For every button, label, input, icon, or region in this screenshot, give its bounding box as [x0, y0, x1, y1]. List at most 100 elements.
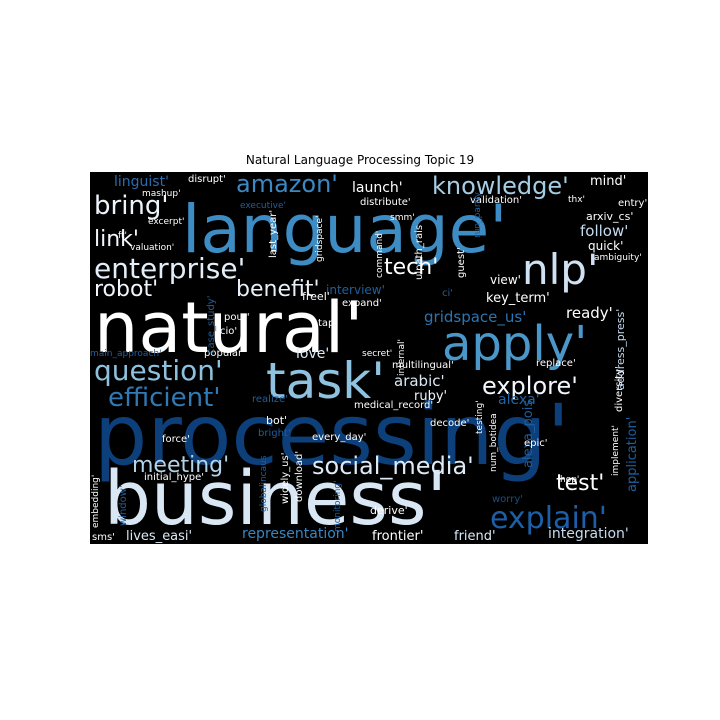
word-cloud-word: ready': [566, 304, 613, 322]
word-cloud-word: bright': [258, 428, 291, 439]
word-cloud-canvas: processing'business' natural' language' app…: [90, 172, 647, 544]
word-cloud-word: distribute': [360, 197, 411, 208]
word-cloud-word: multilingual': [392, 360, 454, 371]
word-cloud-word: thx': [568, 195, 585, 205]
word-cloud-word: derive': [370, 504, 408, 517]
word-cloud-word: valuation': [130, 243, 174, 253]
word-cloud-word: view': [490, 273, 521, 287]
word-cloud-word: follow': [580, 222, 628, 240]
word-cloud-word: decode': [430, 418, 469, 429]
word-cloud-word: gridspace_us': [424, 308, 526, 327]
word-cloud-word: popular': [204, 348, 245, 359]
word-cloud-word: bot': [266, 414, 287, 427]
word-cloud-word: num_botidea: [489, 413, 499, 472]
word-cloud-word: monitoring': [333, 480, 343, 532]
word-cloud-word: uipath_rais: [414, 225, 425, 280]
word-cloud-word: executive': [240, 201, 286, 211]
word-cloud-word: robot': [94, 277, 158, 302]
word-cloud-word: interview': [326, 283, 385, 297]
word-cloud-word: key_term': [486, 291, 550, 306]
word-cloud-word: alexa': [498, 392, 540, 408]
word-cloud-word: disrupt': [188, 174, 226, 185]
word-cloud-word: efficient': [108, 383, 220, 413]
word-cloud-word: every_day': [312, 432, 366, 443]
word-cloud-word: run_partly: [473, 191, 483, 238]
word-cloud-word: expand': [342, 298, 382, 309]
word-cloud-word: launch': [352, 180, 403, 196]
word-cloud-word: tap': [318, 318, 337, 329]
word-cloud-word: gridspace': [315, 215, 325, 262]
word-cloud-word: processing': [94, 386, 570, 484]
word-cloud-word: globalincaus: [259, 455, 269, 512]
word-cloud-word: implement': [611, 425, 621, 476]
word-cloud-word: ambiguity': [594, 253, 642, 263]
word-cloud-word: initial_hype': [144, 472, 204, 483]
word-cloud-word: ruby': [414, 389, 447, 404]
word-cloud-word: mashup': [142, 189, 181, 199]
word-cloud-word: bring': [94, 191, 169, 221]
word-cloud-word: case_study': [206, 296, 217, 354]
word-cloud-word: worry': [492, 494, 523, 505]
word-cloud-word: social_media': [312, 452, 474, 480]
word-cloud-word: force': [162, 434, 190, 445]
word-cloud-word: medical_record': [354, 400, 433, 411]
word-cloud-word: frontier': [372, 529, 423, 544]
word-cloud-word: lives_easi': [126, 529, 192, 544]
word-cloud-word: natural': [94, 287, 363, 369]
word-cloud-word: question': [94, 354, 223, 387]
word-cloud-word: love': [296, 346, 329, 362]
word-cloud-word: cio': [220, 326, 237, 337]
word-cloud-word: integration': [548, 526, 629, 542]
word-cloud-word: validation': [470, 195, 522, 206]
word-cloud-word: download': [294, 451, 305, 502]
word-cloud-word: epic': [524, 438, 548, 449]
word-cloud-word: excerpt': [148, 217, 184, 227]
word-cloud-word: alexa_pois: [521, 400, 536, 468]
word-cloud-word: diversity': [614, 366, 625, 412]
word-cloud-word: smm': [390, 213, 415, 223]
word-cloud-word: quick': [588, 239, 623, 253]
word-cloud-word: test': [556, 471, 604, 496]
word-cloud-word: arxiv_cs': [586, 210, 633, 223]
word-cloud-word: linguist': [114, 174, 169, 190]
word-cloud-word: language': [182, 191, 507, 268]
word-cloud-word: tech': [384, 255, 438, 280]
word-cloud-word: internal': [397, 339, 407, 376]
word-cloud-word: representation': [242, 526, 349, 542]
word-cloud-word: knowledge': [432, 172, 569, 200]
word-cloud-word: arabic': [394, 372, 445, 390]
word-cloud-word: benefit': [236, 277, 320, 302]
word-cloud-word: realize': [252, 394, 288, 405]
word-cloud-word: address_press': [614, 309, 627, 390]
word-cloud-word: window': [118, 485, 129, 526]
word-cloud-word: command': [375, 231, 385, 278]
word-cloud-word: meeting': [132, 453, 229, 478]
word-cloud-word: task': [266, 352, 385, 410]
word-cloud-word: ft': [118, 231, 127, 241]
word-cloud-word: ci': [442, 288, 453, 299]
word-cloud-word: pour': [224, 312, 250, 323]
word-cloud-word: replace': [536, 358, 576, 369]
word-cloud-word: business': [104, 456, 447, 542]
word-cloud-word: enterprise': [94, 252, 245, 285]
word-cloud-word: amazon': [236, 172, 338, 198]
word-cloud: processing' business' natural' language' app…: [90, 172, 648, 544]
word-cloud-word: friend': [454, 529, 496, 544]
word-cloud-word: testing': [475, 400, 485, 434]
word-cloud-word: entry': [618, 198, 647, 209]
word-cloud-word: embedding': [91, 475, 101, 528]
word-cloud-word: hop': [560, 475, 579, 485]
word-cloud-word: nlp': [522, 245, 599, 294]
word-cloud-word: last_year': [268, 210, 279, 258]
word-cloud-word: guest': [456, 247, 467, 278]
word-cloud-word: main_approach': [90, 349, 162, 359]
word-cloud-word: link': [94, 227, 139, 252]
word-cloud-word: application': [625, 417, 640, 492]
word-cloud-word: explore': [482, 372, 578, 400]
word-cloud-word: explain': [490, 501, 607, 536]
word-cloud-word: widely_us': [280, 453, 291, 504]
word-cloud-word: mind': [590, 174, 626, 189]
chart-title: Natural Language Processing Topic 19: [245, 153, 475, 167]
word-cloud-word: secret': [362, 349, 392, 359]
word-cloud-word: sms': [92, 532, 115, 543]
